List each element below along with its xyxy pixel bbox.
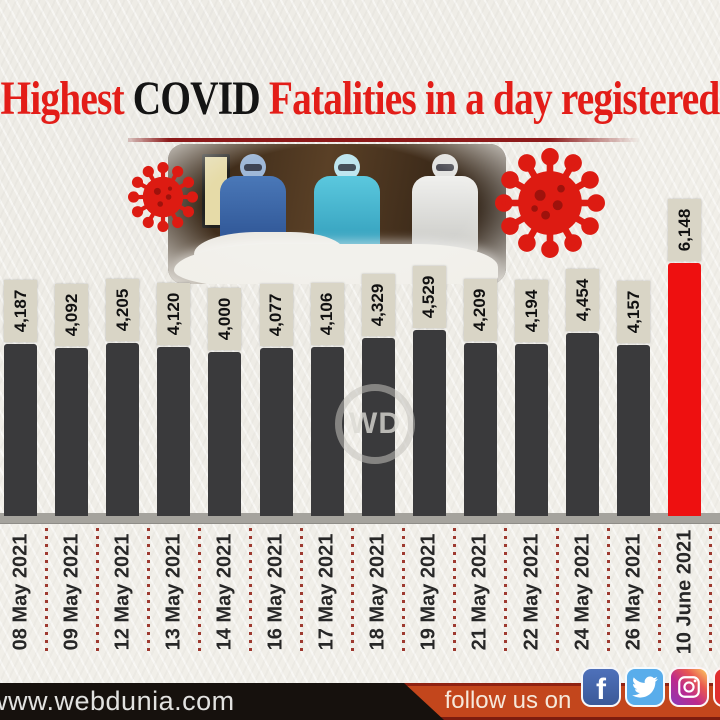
coronavirus-icon-left xyxy=(128,162,198,232)
date-separator-dotted-line xyxy=(555,528,559,654)
date-separator-dotted-line xyxy=(197,528,201,654)
bar-date-label: 22 May 2021 xyxy=(520,533,542,651)
date-separator-dotted-line xyxy=(606,528,610,654)
ppe-workers-photo xyxy=(168,144,506,284)
bar-value-label: 4,157 xyxy=(617,281,651,343)
bar-date-label: 08 May 2021 xyxy=(9,533,31,651)
facebook-icon[interactable]: f xyxy=(581,667,621,707)
date-separator-dotted-line xyxy=(300,528,303,654)
bar-value-label: 4,194 xyxy=(515,280,548,342)
date-separator-dotted-line xyxy=(44,528,48,654)
bar xyxy=(259,348,293,516)
page-title: Highest COVID Fatalities in a day regist… xyxy=(0,70,720,128)
bar-value-label: 4,077 xyxy=(259,284,293,346)
bar-date-label: 26 May 2021 xyxy=(622,533,645,651)
bar-date-label: 10 June 2021 xyxy=(673,529,696,655)
wd-watermark: WD xyxy=(335,384,415,464)
bar-value-label: 4,209 xyxy=(463,279,497,341)
title-part-3: Fatalities in a day registered xyxy=(268,72,720,125)
bar-value-label: 4,092 xyxy=(55,284,89,346)
bar-date-label: 24 May 2021 xyxy=(571,533,594,651)
date-separator-dotted-line xyxy=(453,528,457,654)
bar-date-label: 19 May 2021 xyxy=(417,533,440,651)
bar-date-label: 14 May 2021 xyxy=(213,533,236,651)
date-separator-dotted-line xyxy=(504,528,508,654)
title-part-covid: COVID xyxy=(132,72,261,125)
bar-highlight xyxy=(668,263,702,516)
header-divider xyxy=(128,138,640,142)
bar xyxy=(106,343,140,516)
bar-value-label: 4,106 xyxy=(310,283,344,345)
date-separator-dotted-line xyxy=(95,528,99,654)
bar-date-label: 21 May 2021 xyxy=(468,533,491,651)
date-separator-dotted-line xyxy=(402,528,406,654)
bar xyxy=(4,344,37,516)
bar-date-label: 18 May 2021 xyxy=(366,533,389,651)
coronavirus-icon-right xyxy=(495,148,605,258)
date-separator-dotted-line xyxy=(351,528,355,654)
bar-date-label: 17 May 2021 xyxy=(315,533,338,651)
site-url[interactable]: www.webdunia.com xyxy=(0,686,235,716)
bar-value-label: 6,148 xyxy=(668,199,702,261)
date-separator-dotted-line xyxy=(146,528,150,654)
bar-date-label: 13 May 2021 xyxy=(162,533,185,651)
bar-value-label: 4,187 xyxy=(4,280,37,342)
date-separator-dotted-line xyxy=(248,528,252,654)
bar-date-label: 12 May 2021 xyxy=(111,533,134,651)
bar xyxy=(566,333,600,516)
bar-date-label: 09 May 2021 xyxy=(60,533,83,651)
footer-black-band xyxy=(0,683,444,720)
bar-date-label: 16 May 2021 xyxy=(264,533,287,651)
bar xyxy=(208,352,242,516)
date-separator-dotted-line xyxy=(708,528,712,654)
bar xyxy=(412,330,446,516)
bar xyxy=(617,345,651,516)
twitter-icon[interactable] xyxy=(625,667,665,707)
photo-edge-fade xyxy=(168,144,506,284)
bar-value-label: 4,120 xyxy=(157,283,191,345)
bar-value-label: 4,529 xyxy=(412,266,446,328)
bar-value-label: 4,000 xyxy=(208,288,242,350)
chart-baseline xyxy=(0,513,720,523)
date-separator-dotted-line xyxy=(657,528,661,654)
youtube-icon[interactable] xyxy=(713,667,720,707)
bar xyxy=(157,347,191,516)
instagram-icon[interactable] xyxy=(669,667,709,707)
bar xyxy=(463,343,497,516)
bar-value-label: 4,329 xyxy=(361,274,395,336)
bar xyxy=(515,344,548,516)
bar xyxy=(55,348,89,516)
title-part-1: Highest xyxy=(0,72,124,125)
bar-value-label: 4,454 xyxy=(566,269,600,331)
bar-value-label: 4,205 xyxy=(106,279,140,341)
follow-us-label: follow us on xyxy=(444,687,572,714)
